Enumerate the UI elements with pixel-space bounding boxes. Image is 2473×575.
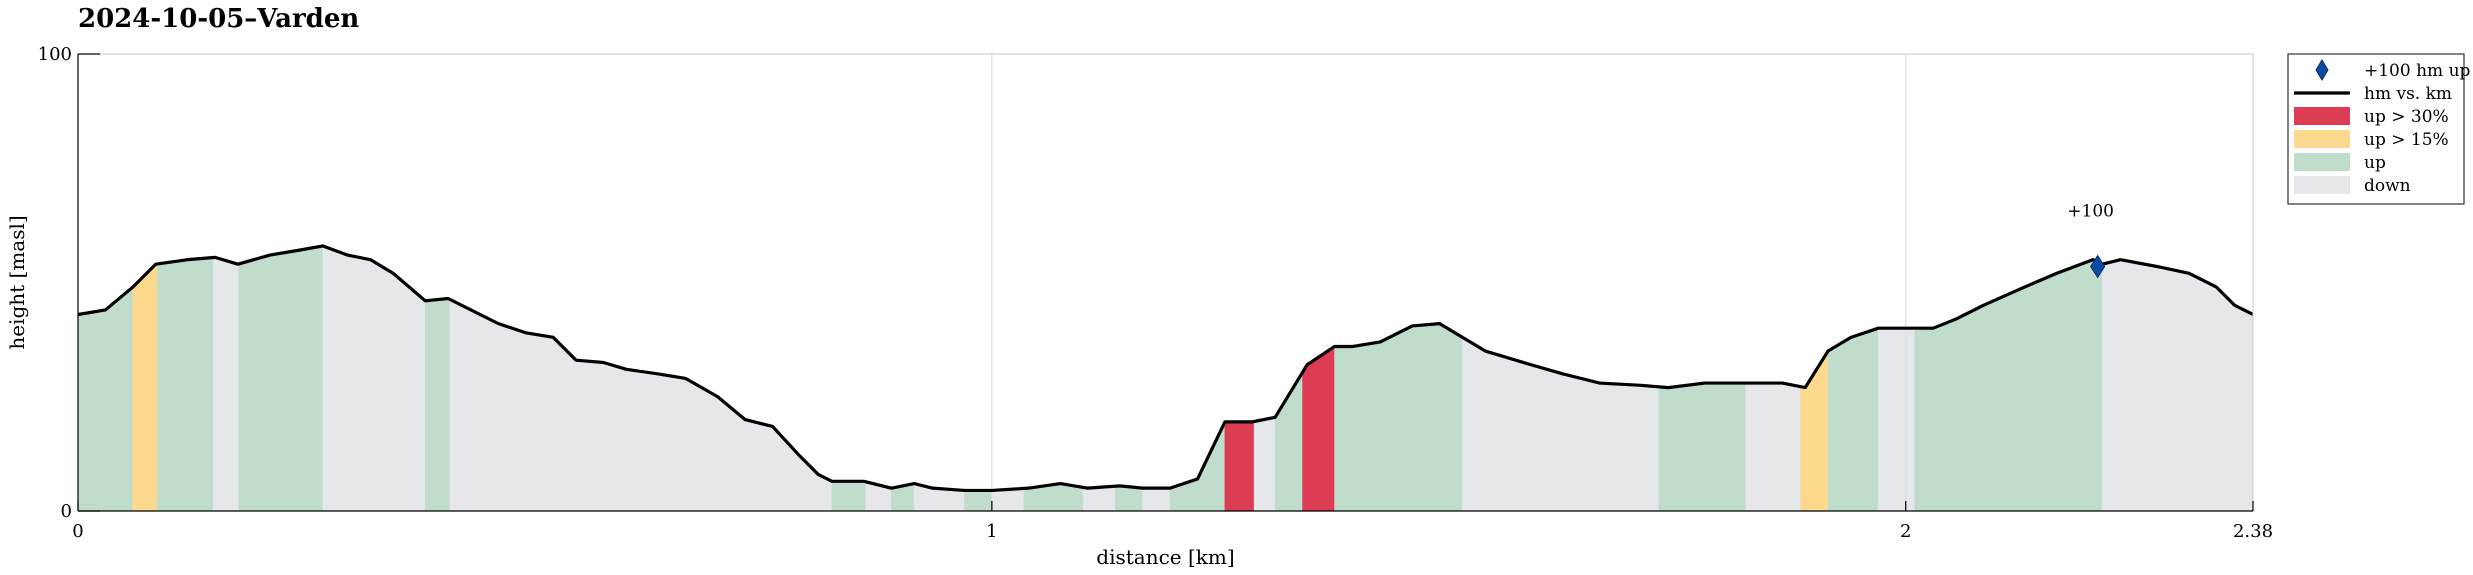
gridlines [991, 54, 1907, 511]
y-tick-label: 100 [38, 44, 72, 65]
slope-band-up [424, 298, 451, 512]
slope-band-down [1745, 382, 1801, 512]
x-tick-label: 2.38 [2233, 521, 2273, 542]
slope-band-up [77, 286, 134, 512]
legend-label: down [2364, 176, 2411, 196]
slope-band-down [991, 488, 1025, 512]
legend-swatch [2294, 153, 2350, 171]
slope-band-up-30 [1302, 345, 1335, 512]
legend-swatch [2294, 107, 2350, 125]
legend-label: hm vs. km [2364, 84, 2452, 104]
legend-diamond-icon [2315, 59, 2329, 81]
slope-band-up-15 [132, 263, 158, 512]
axes: 0 1 2 2.38 0 100 [38, 44, 2273, 542]
y-axis-label: height [masl] [5, 215, 29, 349]
legend-label: up [2364, 153, 2386, 173]
slope-band-down [1253, 416, 1276, 512]
slope-band-down [449, 298, 833, 512]
slope-band-up [1334, 323, 1463, 512]
legend-swatch [2294, 176, 2350, 194]
hm-up-diamond-icon [2090, 254, 2106, 279]
profile-line-layer [77, 244, 2254, 493]
slope-band-down [1082, 485, 1116, 512]
y-tick-label: 0 [61, 501, 72, 522]
slope-band-up [1114, 485, 1143, 512]
slope-band-down [2101, 259, 2254, 512]
slope-band-up [157, 257, 214, 512]
x-axis-label: distance [km] [1096, 545, 1234, 569]
slope-band-up [831, 481, 867, 512]
slope-band-down [212, 257, 240, 512]
slope-bands [77, 245, 2254, 512]
markers: +100 [2067, 202, 2114, 279]
slope-band-down [1878, 327, 1916, 512]
legend: +100 hm up hm vs. km up > 30% up > 15% up dow… [2287, 53, 2471, 205]
slope-band-up [964, 490, 993, 512]
legend-swatch [2294, 130, 2350, 148]
profile-line [77, 244, 2254, 493]
slope-band-up [1827, 327, 1879, 512]
x-tick-label: 2 [1900, 521, 1911, 542]
slope-band-up [238, 245, 324, 512]
slope-band-up [1169, 421, 1226, 512]
legend-label: up > 15% [2364, 130, 2449, 150]
x-tick-label: 0 [72, 521, 83, 542]
slope-band-up [1914, 259, 2103, 512]
marker-label: +100 [2067, 202, 2114, 222]
x-tick-label: 1 [986, 521, 997, 542]
slope-band-down [1462, 336, 1660, 512]
legend-label: up > 30% [2364, 107, 2449, 127]
legend-label: +100 hm up [2364, 61, 2471, 81]
slope-band-down [1142, 487, 1171, 512]
slope-band-up-30 [1224, 421, 1255, 512]
slope-band-up [1658, 382, 1747, 512]
chart-title: 2024-10-05–Varden [78, 4, 359, 34]
